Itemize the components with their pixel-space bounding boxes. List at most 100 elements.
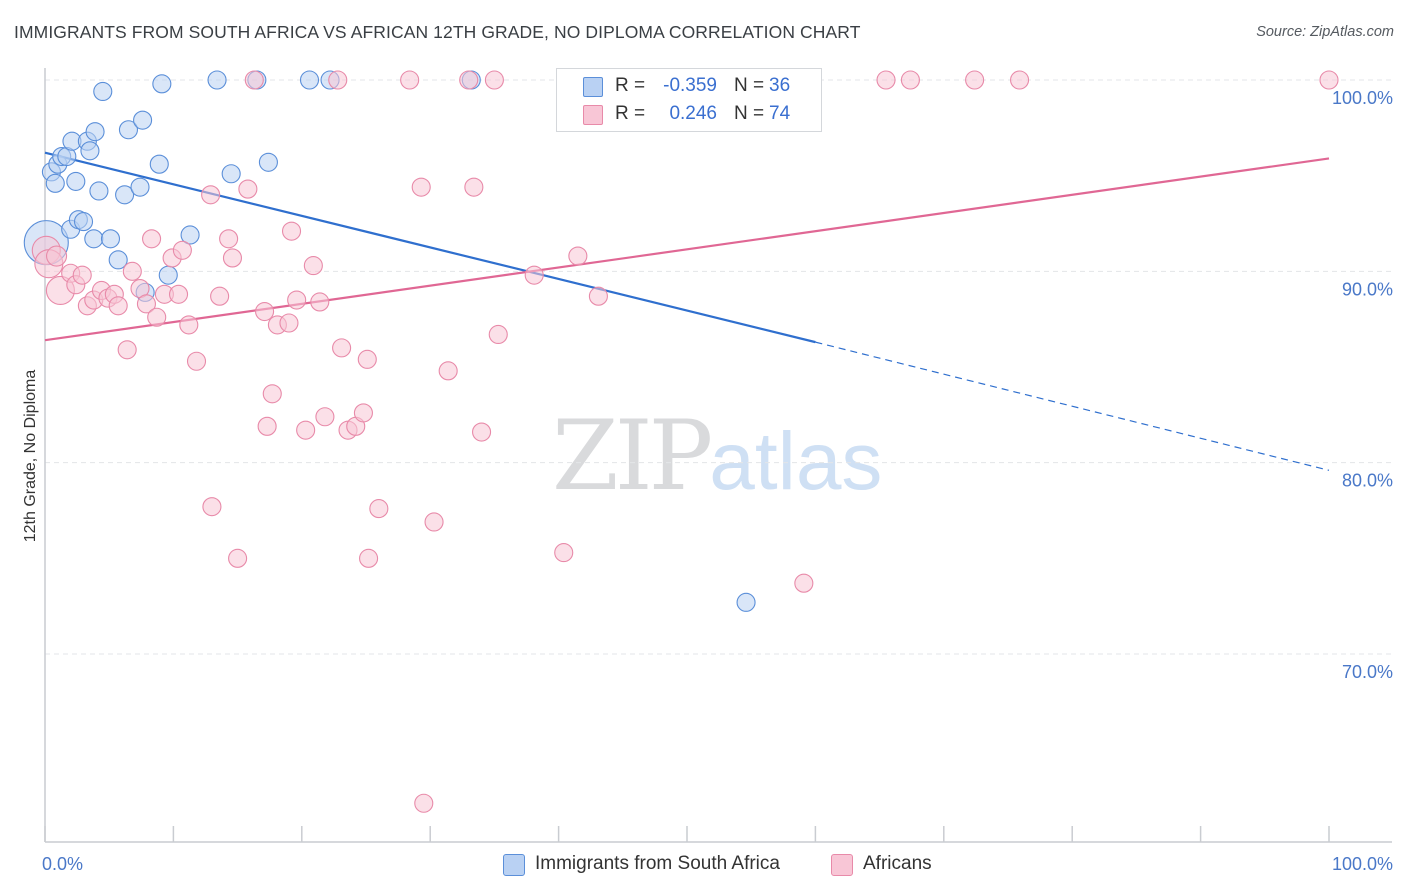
pink-point <box>1010 70 1030 90</box>
pink-point <box>400 70 420 90</box>
pink-point <box>255 301 275 322</box>
y-tick-label: 70.0% <box>1342 662 1393 682</box>
blue-point <box>66 171 86 191</box>
blue-point <box>93 81 113 102</box>
blue-trend-line <box>44 151 816 344</box>
pink-point <box>296 420 316 440</box>
pink-point <box>168 284 189 304</box>
pink-point <box>72 265 92 285</box>
blue-point <box>149 154 169 174</box>
source-label: Source: ZipAtlas.com <box>1256 24 1394 40</box>
pink-point <box>279 313 299 333</box>
pink-point <box>414 793 434 813</box>
pink-point <box>900 70 920 90</box>
blue-point <box>299 70 320 90</box>
r-value: 0.246 <box>669 103 717 124</box>
blue-point <box>736 592 756 612</box>
pink-point <box>353 403 373 423</box>
pink-point <box>257 416 277 436</box>
pink-point <box>424 512 444 532</box>
pink-point <box>117 340 137 360</box>
pink-point <box>794 573 814 593</box>
pink-point <box>332 338 352 358</box>
blue-point <box>115 185 135 205</box>
pink-point <box>210 286 230 306</box>
watermark-zip: ZIP <box>552 400 713 512</box>
blue-swatch <box>503 854 525 876</box>
blue-point <box>73 212 94 232</box>
blue-point <box>108 250 128 270</box>
r-label: R = <box>615 103 646 124</box>
blue-point <box>221 164 241 184</box>
pink-point <box>369 499 389 519</box>
pink-swatch <box>831 854 853 876</box>
n-value: 36 <box>769 75 791 96</box>
legend-label: Immigrants from South Africa <box>535 853 780 874</box>
pink-point <box>568 246 588 266</box>
stats-legend-row-blue: R = -0.359 N = 36 <box>557 73 821 101</box>
pink-point <box>136 294 156 314</box>
grid-lines <box>45 79 1392 655</box>
pink-point <box>1319 70 1339 90</box>
r-value: -0.359 <box>663 75 717 96</box>
pink-point <box>464 177 484 197</box>
pink-point <box>310 292 330 312</box>
legend-label: Africans <box>863 853 932 874</box>
pink-point <box>244 70 264 90</box>
chart-title: IMMIGRANTS FROM SOUTH AFRICA VS AFRICAN … <box>14 22 861 42</box>
x-tick-label: 100.0% <box>1332 854 1393 874</box>
blue-point <box>45 173 65 193</box>
pink-point <box>122 261 142 281</box>
x-tick-label: 0.0% <box>42 854 83 874</box>
pink-point <box>238 179 258 199</box>
blue-point <box>152 74 172 94</box>
pink-point <box>484 70 504 90</box>
pink-point <box>328 70 348 90</box>
y-tick-label: 90.0% <box>1342 279 1393 299</box>
pink-point <box>108 296 128 316</box>
pink-point <box>438 361 458 381</box>
blue-trend-extension <box>815 341 1330 471</box>
pink-point <box>965 70 985 90</box>
stats-legend-row-pink: R = 0.246 N = 74 <box>557 101 821 129</box>
pink-point <box>222 248 243 268</box>
y-tick-label: 100.0% <box>1332 88 1393 108</box>
blue-point <box>85 122 105 142</box>
trend-lines <box>44 151 1330 471</box>
blue-point <box>258 152 278 172</box>
watermark-atlas: atlas <box>709 416 883 507</box>
pink-point <box>588 286 608 306</box>
pink-point <box>459 70 479 90</box>
pink-point <box>554 543 574 563</box>
n-value: 74 <box>769 103 791 124</box>
data-points <box>23 70 1339 813</box>
pink-point <box>147 307 167 327</box>
n-label: N = <box>734 75 765 96</box>
series-legend: Immigrants from South Africa Africans <box>0 852 1406 878</box>
axes <box>44 68 1392 843</box>
y-axis-label: 12th Grade, No Diploma <box>22 369 39 543</box>
blue-point <box>118 120 139 140</box>
pink-point <box>281 221 302 241</box>
pink-point <box>179 315 199 335</box>
pink-point <box>287 290 307 310</box>
r-label: R = <box>615 75 646 96</box>
pink-point <box>186 351 207 371</box>
blue-point <box>133 110 153 130</box>
pink-point <box>262 384 282 404</box>
pink-point <box>219 229 239 249</box>
y-tick-label: 80.0% <box>1342 471 1393 491</box>
pink-point <box>359 548 379 568</box>
pink-point <box>357 349 377 369</box>
pink-point <box>46 245 68 267</box>
pink-trend-line <box>44 157 1330 342</box>
blue-point <box>207 70 227 90</box>
pink-point <box>876 70 896 90</box>
tick-labels: 70.0% 80.0% 90.0% 100.0% 0.0% 100.0% <box>42 88 1393 874</box>
pink-point <box>142 229 162 249</box>
pink-point <box>411 177 431 197</box>
stats-legend: R = -0.359 N = 36 R = 0.246 N = 74 <box>556 68 822 132</box>
pink-point <box>303 256 323 276</box>
pink-point <box>201 185 221 205</box>
